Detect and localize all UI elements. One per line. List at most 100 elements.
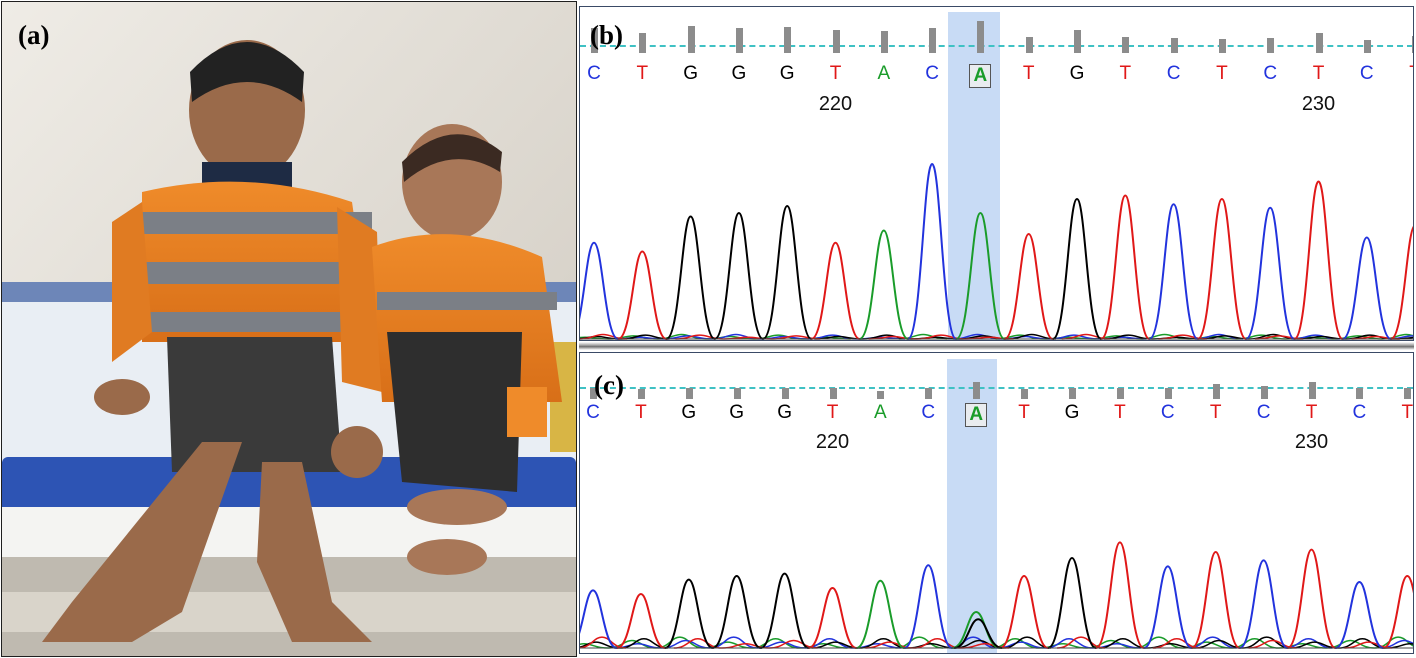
noise-peak [1242, 636, 1291, 649]
quality-bar [1069, 388, 1076, 399]
quality-bar [925, 388, 933, 399]
trace-peak [580, 589, 618, 649]
quality-bar [880, 31, 888, 53]
trace-peak [1239, 559, 1289, 649]
quality-bar [1404, 388, 1412, 399]
noise-peak [1134, 636, 1183, 649]
position-label: 220 [818, 93, 853, 115]
base-call: T [1022, 63, 1035, 84]
quality-threshold-line [580, 387, 1413, 389]
noise-peak [1249, 333, 1298, 340]
secondary-trace-peak [954, 618, 1003, 649]
noise-peak [997, 641, 1046, 649]
trace-peak [714, 211, 764, 340]
noise-peak [895, 636, 944, 649]
noise-peak [1007, 333, 1056, 340]
noise-peak [1297, 335, 1346, 340]
trace-peak [1287, 548, 1336, 649]
trace-peak [856, 579, 905, 649]
quality-bar [1218, 39, 1226, 53]
noise-peak [1284, 638, 1333, 649]
position-label: 230 [1301, 93, 1336, 115]
base-call: T [1312, 63, 1325, 84]
trace-peak [955, 211, 1006, 340]
quality-bar [639, 33, 647, 53]
patients-photo [2, 2, 576, 656]
noise-peak [1152, 638, 1201, 649]
noise-peak [913, 638, 962, 649]
base-call: A [965, 403, 988, 427]
noise-peak [1104, 334, 1153, 340]
noise-peak [865, 641, 914, 649]
trace-peak [665, 215, 716, 340]
noise-peak [1188, 636, 1237, 649]
trace-peak [810, 241, 861, 340]
quality-bar [877, 391, 885, 399]
trace-peak [1382, 574, 1413, 649]
base-call: G [681, 402, 697, 423]
noise-peak [811, 641, 860, 649]
base-call: C [1263, 63, 1278, 84]
noise-peak [709, 636, 758, 649]
base-call: G [1069, 63, 1085, 84]
quality-bar [735, 28, 743, 53]
trace-peak [1196, 197, 1248, 340]
quality-bar [1267, 38, 1275, 53]
chromatogram-panel-b: C T G G G T A C A T G T C T C T C T 220 230 (b) [579, 6, 1414, 341]
base-call: A [969, 64, 992, 88]
quality-bar [929, 28, 937, 53]
base-call: C [1352, 402, 1367, 423]
base-call: T [1305, 402, 1318, 423]
noise-peak [751, 638, 800, 649]
noise-peak [1003, 636, 1052, 649]
quality-bar [1212, 384, 1220, 399]
trace-peak [1390, 226, 1413, 340]
base-call: C [925, 63, 939, 84]
base-call: G [683, 63, 698, 84]
quality-bar [832, 30, 840, 53]
noise-peak [580, 636, 626, 649]
trace-peak [760, 572, 810, 649]
trace-peak [808, 586, 857, 649]
quality-bar [685, 388, 693, 399]
base-call: C [1359, 63, 1374, 84]
trace-peak [1191, 550, 1241, 649]
trace-peak [712, 574, 762, 649]
quality-bar [1122, 37, 1130, 53]
base-call: G [731, 63, 747, 84]
quality-bar [1170, 38, 1178, 53]
quality-bar [829, 388, 837, 399]
noise-peak [1338, 638, 1387, 649]
base-call: G [779, 63, 795, 84]
noise-peak [1344, 641, 1393, 649]
base-call: C [1160, 402, 1175, 423]
base-call: G [1064, 402, 1080, 423]
chromatogram-panel-c: C T G G G T A C A T G T C T C T C T 220 230 (c) [579, 352, 1414, 654]
quality-bar [590, 388, 597, 399]
noise-peak [859, 638, 908, 649]
noise-peak [955, 639, 1004, 649]
trace-peak [1051, 197, 1103, 340]
trace-peak [1148, 203, 1199, 340]
base-call: T [636, 63, 649, 84]
base-call: T [826, 402, 839, 423]
patient-photo-panel: (a) [1, 1, 577, 657]
chromatogram-trace [580, 162, 1413, 340]
noise-peak [673, 638, 722, 649]
panel-label-c: (c) [594, 370, 624, 400]
trace-peak [1004, 232, 1054, 340]
trace-peak [664, 578, 714, 649]
base-call: A [874, 402, 887, 423]
quality-bar [1356, 388, 1364, 399]
noise-peak [1098, 638, 1147, 649]
quality-threshold-line [580, 45, 1413, 47]
base-call: T [1119, 63, 1132, 84]
base-call: C [1166, 63, 1181, 84]
noise-peak [1194, 639, 1243, 649]
trace-peak [999, 574, 1049, 649]
trace-peak [617, 250, 667, 340]
trace-peak [1335, 580, 1384, 649]
quality-bar [1363, 40, 1371, 53]
noise-peak [1326, 639, 1375, 649]
